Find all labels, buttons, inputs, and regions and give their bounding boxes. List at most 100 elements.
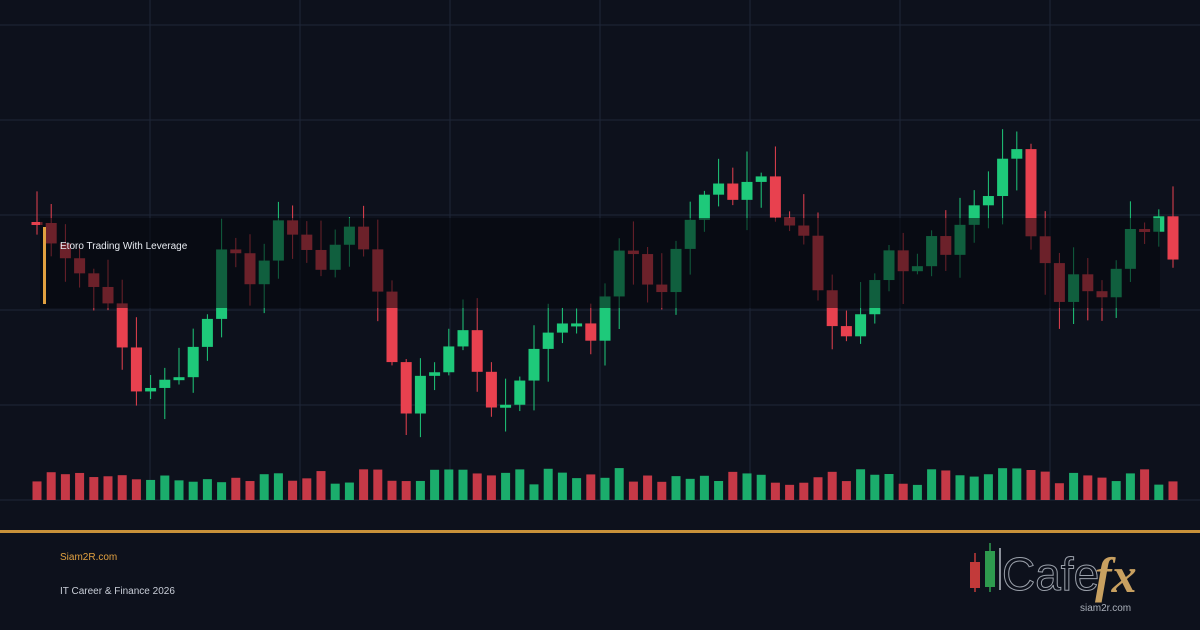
volume-bar (330, 483, 340, 500)
volume-bar (657, 481, 667, 500)
volume-bar (174, 480, 184, 500)
candle-body (840, 326, 852, 337)
candle-body (514, 380, 526, 405)
candle-body (542, 332, 554, 349)
candle-body (528, 348, 540, 381)
candle-body (571, 323, 583, 327)
candle-body (471, 330, 483, 372)
candle-body (116, 303, 128, 348)
volume-bar (955, 475, 965, 500)
volume-bar (1154, 484, 1164, 500)
volume-bar (898, 483, 908, 500)
volume-bar (1054, 483, 1064, 500)
candle-body (145, 387, 157, 392)
volume-bar (969, 476, 979, 500)
volume-bar (785, 484, 795, 500)
candle-body (599, 296, 611, 341)
volume-bar (912, 484, 922, 500)
volume-bar (217, 482, 227, 500)
volume-bar (586, 474, 596, 500)
volume-bar (1097, 477, 1107, 500)
volume-bar (827, 471, 837, 500)
candle-body (187, 346, 199, 378)
volume-bar (770, 482, 780, 500)
candle-body (386, 291, 398, 363)
volume-bar (1026, 469, 1036, 500)
volume-bar (344, 482, 354, 500)
volume-bar (529, 484, 539, 500)
volume-bar (941, 470, 951, 500)
candle-body (1025, 149, 1037, 237)
candle-body (1011, 149, 1023, 159)
volume-bar (1040, 471, 1050, 500)
candle-body (556, 323, 568, 333)
volume-bar (202, 479, 212, 500)
volume-bar (1069, 472, 1079, 500)
volume-bar (117, 475, 127, 500)
logo-url: siam2r.com (1080, 603, 1131, 614)
volume-bar (671, 476, 681, 500)
volume-bar (401, 481, 411, 500)
volume-bar (245, 481, 255, 500)
candle-body (457, 330, 469, 347)
volume-bar (543, 468, 553, 500)
volume-bar (46, 472, 56, 500)
volume-bar (884, 474, 894, 500)
volume-bar (188, 481, 198, 500)
candle-body (201, 318, 213, 347)
volume-bar (1140, 469, 1150, 500)
volume-bar (415, 480, 425, 500)
volume-bar (373, 469, 383, 500)
volume-bar (699, 475, 709, 500)
volume-bar (302, 478, 312, 500)
candle-body (982, 196, 994, 206)
volume-bar (927, 469, 937, 500)
candle-body (968, 205, 980, 225)
volume-bar (288, 480, 298, 500)
volume-bar (103, 476, 113, 500)
volume-bar (316, 471, 326, 500)
volume-bar (756, 474, 766, 500)
candle-body (31, 222, 43, 225)
volume-bar (1168, 481, 1178, 500)
candle-body (1167, 216, 1179, 260)
volume-bar (89, 477, 99, 500)
volume (32, 468, 1178, 500)
candle-body (173, 377, 185, 381)
volume-bar (643, 475, 653, 500)
volume-bar (714, 480, 724, 500)
volume-bar (472, 473, 482, 500)
candle-body (443, 346, 455, 373)
candle-body (400, 362, 412, 414)
candle-body (159, 379, 171, 388)
candle-body (755, 176, 767, 182)
candle-body (769, 176, 781, 218)
candle-body (485, 371, 497, 408)
label-accent (43, 227, 46, 304)
candle-body (855, 314, 867, 337)
volume-bar (799, 482, 809, 500)
candle-body (585, 323, 597, 341)
volume-bar (387, 480, 397, 500)
volume-bar (131, 479, 141, 500)
label-band (40, 218, 1160, 308)
volume-bar (444, 469, 454, 500)
volume-bar (983, 474, 993, 500)
volume-bar (685, 478, 695, 500)
logo-accent: fx (1095, 547, 1137, 603)
volume-bar (870, 474, 880, 500)
candle-body (500, 404, 512, 408)
candle-body (698, 194, 710, 220)
candle-body (414, 375, 426, 414)
candle-body (130, 347, 142, 392)
volume-bar (259, 474, 269, 500)
candle-body (727, 183, 739, 200)
volume-bar (856, 469, 866, 500)
volume-bar (146, 479, 156, 500)
volume-bar (813, 477, 823, 500)
candle-body (713, 183, 725, 195)
candle-body (741, 181, 753, 200)
volume-bar (1111, 481, 1121, 500)
volume-bar (998, 468, 1008, 500)
